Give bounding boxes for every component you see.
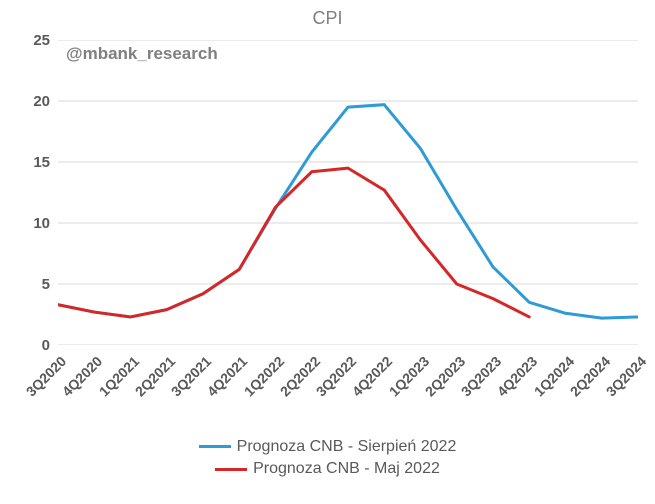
y-tick-label: 10: [4, 215, 50, 232]
x-tick-label: 1Q2023: [385, 353, 432, 400]
plot-area: [58, 40, 638, 345]
legend-label: Prognoza CNB - Maj 2022: [253, 460, 440, 478]
y-tick-label: 25: [4, 32, 50, 49]
legend-item: Prognoza CNB - Maj 2022: [215, 460, 440, 478]
x-tick-label: 1Q2021: [95, 353, 142, 400]
legend: Prognoza CNB - Sierpień 2022 Prognoza CNB…: [0, 435, 655, 480]
x-tick-label: 1Q2024: [530, 353, 577, 400]
chart-title: CPI: [0, 8, 655, 29]
legend-item: Prognoza CNB - Sierpień 2022: [199, 438, 457, 456]
legend-label: Prognoza CNB - Sierpień 2022: [237, 438, 457, 456]
legend-swatch: [215, 468, 247, 471]
cpi-chart: CPI @mbank_research 0510152025 3Q20204Q2…: [0, 0, 655, 504]
x-tick-label: 1Q2022: [240, 353, 287, 400]
y-tick-label: 5: [4, 276, 50, 293]
y-tick-label: 20: [4, 93, 50, 110]
legend-swatch: [199, 445, 231, 448]
y-tick-label: 0: [4, 337, 50, 354]
y-tick-label: 15: [4, 154, 50, 171]
